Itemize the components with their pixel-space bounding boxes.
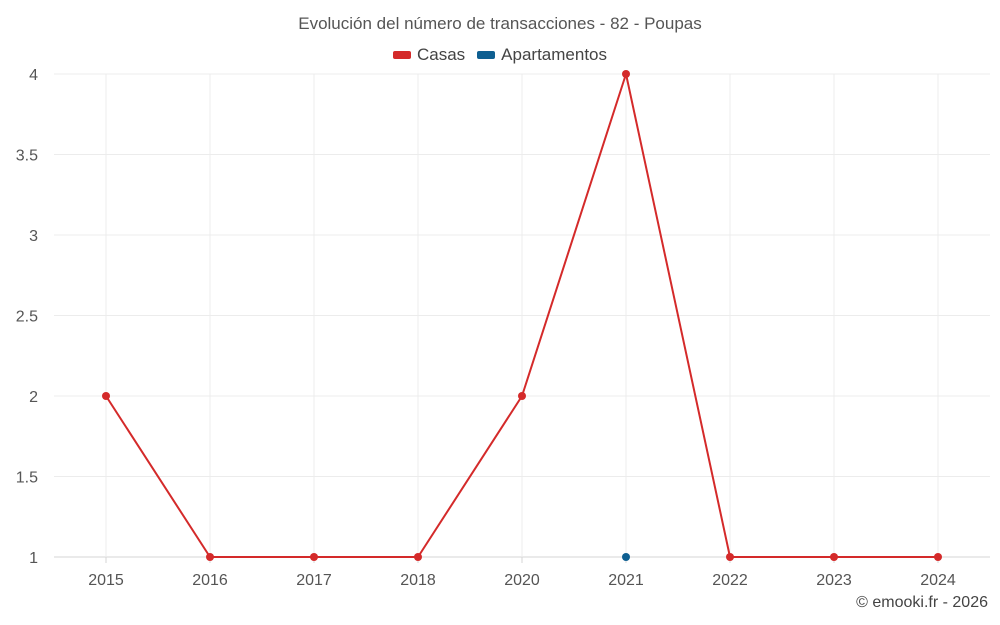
y-tick-label: 3.5 xyxy=(16,148,38,165)
data-point-casas xyxy=(830,553,838,561)
legend-item-apartamentos[interactable]: Apartamentos xyxy=(477,45,607,65)
data-point-casas xyxy=(726,553,734,561)
x-tick-label: 2022 xyxy=(712,572,748,589)
legend-swatch-apartamentos xyxy=(477,51,496,59)
x-tick-label: 2020 xyxy=(504,572,540,589)
data-point-casas xyxy=(934,553,942,561)
x-tick-label: 2015 xyxy=(88,572,124,589)
y-tick-label: 3 xyxy=(29,228,38,245)
legend-item-casas[interactable]: Casas xyxy=(392,45,466,65)
data-point-casas xyxy=(310,553,318,561)
y-tick-label: 4 xyxy=(29,67,38,84)
y-tick-label: 1.5 xyxy=(16,470,38,487)
y-tick-label: 2.5 xyxy=(16,309,38,326)
data-point-casas xyxy=(622,70,630,78)
x-tick-label: 2023 xyxy=(816,572,852,589)
x-tick-label: 2024 xyxy=(920,572,956,589)
legend-label-casas: Casas xyxy=(416,45,466,64)
data-point-casas xyxy=(102,392,110,400)
data-point-casas xyxy=(518,392,526,400)
data-point-casas xyxy=(414,553,422,561)
legend-label-apartamentos: Apartamentos xyxy=(501,45,608,64)
x-tick-label: 2021 xyxy=(608,572,644,589)
chart-legend: Casas Apartamentos xyxy=(0,45,1000,65)
legend-swatch-casas xyxy=(392,51,411,59)
chart-title: Evolución del número de transacciones - … xyxy=(298,14,702,33)
copyright-credit: © emooki.fr - 2026 xyxy=(856,594,988,611)
y-tick-label: 2 xyxy=(29,389,38,406)
x-tick-label: 2016 xyxy=(192,572,228,589)
x-tick-label: 2018 xyxy=(400,572,436,589)
y-tick-label: 1 xyxy=(29,550,38,567)
data-point-casas xyxy=(206,553,214,561)
data-point-apartamentos xyxy=(622,553,630,561)
x-tick-label: 2017 xyxy=(296,572,332,589)
